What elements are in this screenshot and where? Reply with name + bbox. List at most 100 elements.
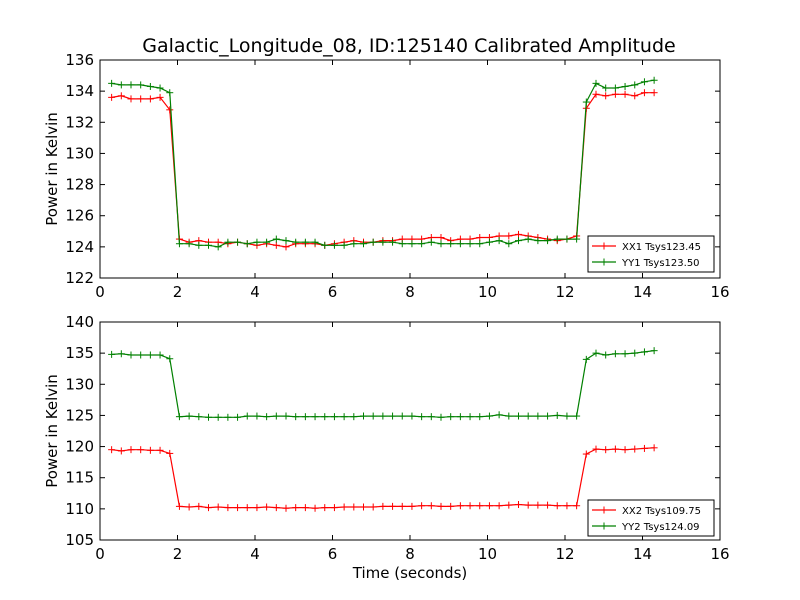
data-point [408,412,416,420]
x-tick-label: 6 [328,545,338,563]
data-point [272,235,280,243]
data-point [534,412,542,420]
data-point [224,504,232,512]
data-point [321,413,329,421]
data-point [301,238,309,246]
data-point [127,81,135,89]
legend-box [587,235,715,273]
data-point [437,234,445,242]
data-point [369,238,377,246]
data-point [253,238,261,246]
data-point [631,445,639,453]
data-point [350,413,358,421]
y-tick-label: 140 [65,313,94,331]
data-point [650,76,658,84]
data-point [640,78,648,86]
data-point [389,412,397,420]
data-point [466,240,474,248]
data-point [282,504,290,512]
data-point [553,235,561,243]
legend-label: YY2 Tsys124.09 [621,522,700,533]
chart-title: Galactic_Longitude_08, ID:125140 Calibra… [142,35,675,57]
data-point [127,446,135,454]
data-point [640,89,648,97]
data-point [282,412,290,420]
data-point [592,445,600,453]
x-tick-label: 12 [555,283,574,301]
data-point [418,502,426,510]
data-point [515,500,522,508]
data-point [146,351,154,359]
data-point [214,413,222,421]
y-tick-label: 124 [65,238,94,256]
data-point [146,82,154,90]
data-point [156,84,164,92]
data-point [243,412,251,420]
data-point [611,445,619,453]
y-tick-label: 128 [65,176,94,194]
data-point [495,411,503,419]
x-tick-label: 8 [405,545,415,563]
data-point [292,413,300,421]
data-point [311,504,319,512]
data-point [408,240,416,248]
data-point [330,241,338,249]
y-tick-label: 130 [65,375,94,393]
y-axis-label: Power in Kelvin [43,112,61,226]
x-tick-label: 6 [328,283,338,301]
data-point [485,238,493,246]
x-tick-label: 16 [710,545,729,563]
legend-item: XX1 Tsys123.45 [592,242,701,253]
data-point [156,351,164,359]
data-point [650,347,658,355]
data-point [146,446,154,454]
y-tick-label: 130 [65,144,94,162]
data-point [175,502,183,510]
data-point [621,446,629,454]
y-axis-label: Power in Kelvin [43,374,61,488]
x-tick-label: 8 [405,283,415,301]
data-point [389,502,397,510]
data-point [205,413,212,421]
data-point [398,240,406,248]
data-point [582,355,590,363]
data-point [602,446,610,454]
data-point [360,503,367,511]
data-point [398,412,406,420]
y-tick-label: 110 [65,500,94,518]
data-point [524,235,532,243]
x-tick-label: 16 [710,283,729,301]
x-tick-label: 2 [173,283,183,301]
data-point [602,351,610,359]
data-point [398,502,406,510]
data-point [350,503,358,511]
data-point [117,92,125,100]
data-point [195,241,203,249]
data-point [505,501,513,509]
data-point [175,413,183,421]
data-point [108,350,116,358]
legend-item: YY2 Tsys124.09 [592,522,700,533]
data-point [515,230,522,238]
legend: XX1 Tsys123.45 YY1 Tsys123.50 [587,235,715,273]
data-point [137,95,145,103]
data-point [437,413,445,421]
data-point [156,446,164,454]
data-point [631,92,639,100]
data-point [195,502,203,510]
y-tick-label: 126 [65,207,94,225]
data-point [611,84,619,92]
data-point [524,412,532,420]
data-point [592,349,600,357]
data-point [214,243,222,251]
data-point [563,412,571,420]
y-tick-label: 136 [65,51,94,69]
data-point [563,502,571,510]
data-point [214,503,222,511]
data-point [311,238,319,246]
data-point [292,238,300,246]
data-point [621,90,629,98]
data-point [117,350,125,358]
data-point [650,89,658,97]
